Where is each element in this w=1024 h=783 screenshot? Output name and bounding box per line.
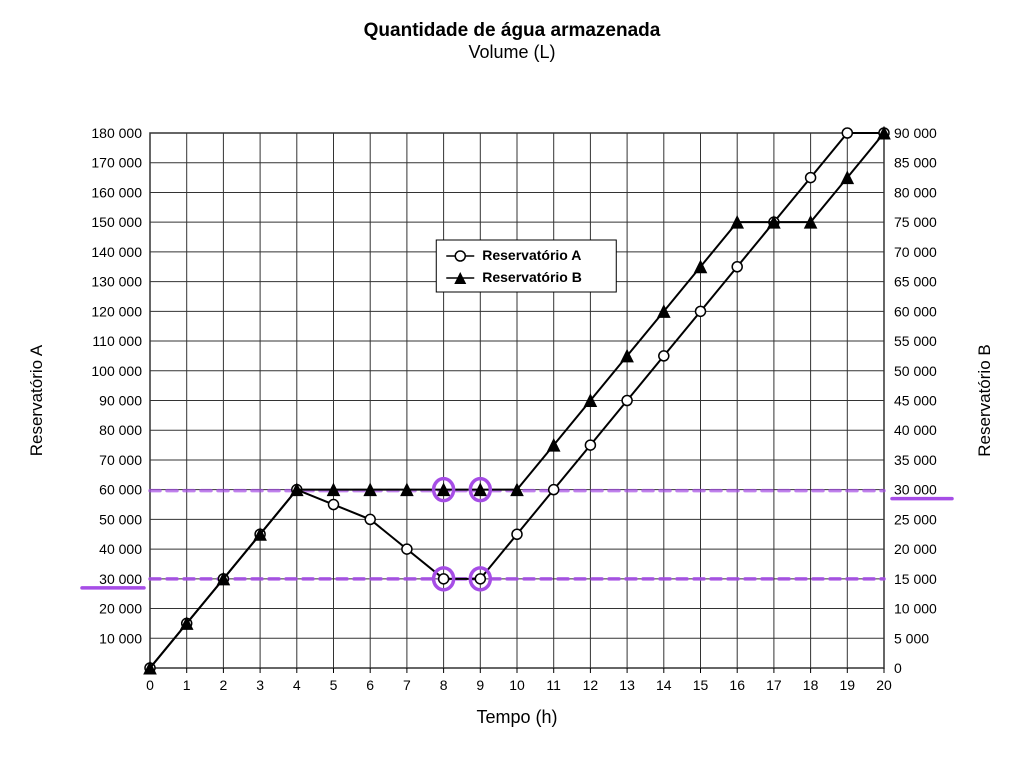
yright-tick-label: 90 000: [894, 125, 937, 141]
yleft-tick-label: 40 000: [99, 541, 142, 557]
yright-tick-label: 30 000: [894, 482, 937, 498]
yright-tick-label: 10 000: [894, 601, 937, 617]
yright-tick-label: 0: [894, 660, 902, 676]
yright-tick-label: 25 000: [894, 511, 937, 527]
yleft-tick-label: 50 000: [99, 511, 142, 527]
yleft-tick-label: 60 000: [99, 482, 142, 498]
yleft-axis-label: Reservatório A: [27, 344, 46, 456]
series-marker-circle: [842, 128, 852, 138]
series-marker-circle: [696, 306, 706, 316]
yright-tick-label: 70 000: [894, 244, 937, 260]
yleft-tick-label: 70 000: [99, 452, 142, 468]
series-marker-circle: [732, 262, 742, 272]
yright-tick-label: 20 000: [894, 541, 937, 557]
yleft-tick-label: 150 000: [91, 214, 142, 230]
chart-title: Quantidade de água armazenada: [20, 20, 1004, 42]
yleft-tick-label: 130 000: [91, 274, 142, 290]
x-tick-label: 19: [840, 677, 856, 693]
x-tick-label: 13: [619, 677, 635, 693]
series-marker-circle: [585, 440, 595, 450]
legend-marker-circle: [455, 251, 465, 261]
yleft-tick-label: 100 000: [91, 363, 142, 379]
x-tick-label: 11: [546, 677, 561, 693]
series-marker-circle: [329, 500, 339, 510]
x-tick-label: 12: [583, 677, 599, 693]
x-tick-label: 7: [403, 677, 411, 693]
yleft-tick-label: 20 000: [99, 601, 142, 617]
x-tick-label: 10: [509, 677, 525, 693]
yleft-tick-label: 10 000: [99, 630, 142, 646]
legend-label: Reservatório A: [482, 247, 581, 263]
yright-tick-label: 35 000: [894, 452, 937, 468]
series-marker-circle: [512, 529, 522, 539]
yright-tick-label: 5 000: [894, 630, 929, 646]
x-tick-label: 16: [729, 677, 745, 693]
series-marker-circle: [659, 351, 669, 361]
yright-tick-label: 40 000: [894, 422, 937, 438]
x-tick-label: 0: [146, 677, 154, 693]
x-tick-label: 8: [440, 677, 448, 693]
series-marker-circle: [365, 514, 375, 524]
series-marker-circle: [549, 485, 559, 495]
yright-tick-label: 60 000: [894, 303, 937, 319]
x-tick-label: 18: [803, 677, 819, 693]
x-tick-label: 15: [693, 677, 709, 693]
chart-container: Quantidade de água armazenada Volume (L)…: [20, 20, 1004, 763]
yright-tick-label: 55 000: [894, 333, 937, 349]
series-marker-circle: [402, 544, 412, 554]
yright-axis-label: Reservatório B: [975, 344, 994, 456]
yleft-tick-label: 80 000: [99, 422, 142, 438]
yright-tick-label: 45 000: [894, 393, 937, 409]
x-tick-label: 4: [293, 677, 301, 693]
x-tick-label: 20: [876, 677, 892, 693]
yleft-tick-label: 160 000: [91, 184, 142, 200]
yright-tick-label: 65 000: [894, 274, 937, 290]
yright-tick-label: 85 000: [894, 155, 937, 171]
yright-tick-label: 15 000: [894, 571, 937, 587]
chart-subtitle: Volume (L): [20, 42, 1004, 63]
yright-tick-label: 50 000: [894, 363, 937, 379]
series-marker-circle: [475, 574, 485, 584]
series-marker-circle: [622, 396, 632, 406]
yleft-tick-label: 170 000: [91, 155, 142, 171]
x-tick-label: 5: [330, 677, 338, 693]
yleft-tick-label: 110 000: [92, 333, 142, 349]
legend-label: Reservatório B: [482, 269, 582, 285]
yleft-tick-label: 140 000: [91, 244, 142, 260]
chart-svg: 01234567891011121314151617181920Tempo (h…: [20, 63, 1004, 763]
x-tick-label: 14: [656, 677, 672, 693]
x-tick-label: 17: [766, 677, 782, 693]
yright-tick-label: 80 000: [894, 184, 937, 200]
yright-tick-label: 75 000: [894, 214, 937, 230]
x-tick-label: 1: [183, 677, 191, 693]
x-tick-label: 2: [220, 677, 228, 693]
yleft-tick-label: 30 000: [99, 571, 142, 587]
yleft-tick-label: 120 000: [91, 303, 142, 319]
x-axis-label: Tempo (h): [476, 707, 557, 727]
series-marker-circle: [439, 574, 449, 584]
x-tick-label: 9: [476, 677, 484, 693]
yleft-tick-label: 180 000: [91, 125, 142, 141]
x-tick-label: 3: [256, 677, 264, 693]
series-marker-circle: [806, 173, 816, 183]
x-tick-label: 6: [366, 677, 374, 693]
yleft-tick-label: 90 000: [99, 393, 142, 409]
